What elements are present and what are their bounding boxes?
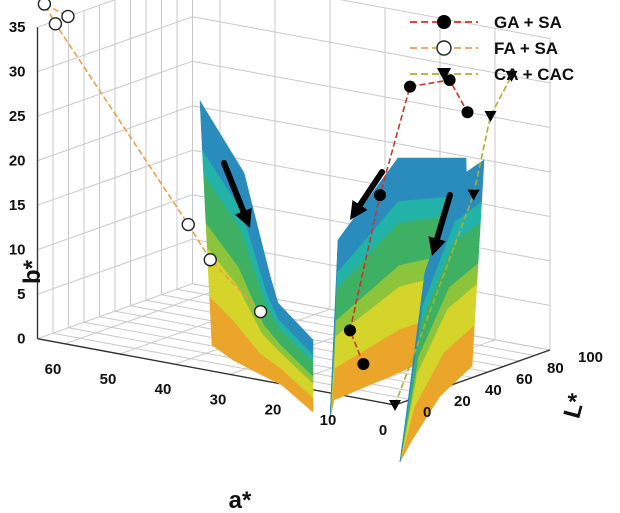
legend-label-2: CA + CAC [494,65,574,84]
L-tick-label: 0 [423,404,431,421]
surface-band-ca-cac [455,159,485,201]
marker-2-0 [389,400,401,411]
legend: GA + SA FA + SA CA + CAC [410,13,574,84]
marker-1-5 [61,9,75,24]
marker-1-4 [37,0,52,11]
direction-arrows [221,160,453,256]
grid-line [37,60,193,117]
arrow-ca-cac-head [428,236,446,256]
L-tick-label: 20 [454,393,471,410]
a-tick-label: 40 [155,381,172,398]
grid-line [37,105,193,162]
b-tick-label: 0 [17,331,25,348]
a-tick-label: 30 [210,391,227,408]
legend-label-1: FA + SA [494,39,558,58]
arrow-ga-sa-shaft [356,169,385,209]
b-tick-label: 10 [9,242,26,259]
marker-1-2 [181,217,195,232]
L-tick-label: 40 [485,382,502,399]
marker-0-3 [404,80,416,93]
surface-bands [199,100,485,463]
grid-line [192,16,551,84]
legend-label-0: GA + SA [494,13,562,32]
marker-0-2 [374,189,386,202]
L-tick-label: 100 [578,349,603,366]
a-tick-label: 10 [320,412,337,429]
b-tick-label: 35 [9,19,26,36]
marker-0-4 [443,73,456,86]
grid-line [37,16,193,73]
marker-0-0 [357,357,370,370]
arrow-fa-sa-head [234,207,252,228]
series-line-2 [394,75,513,406]
a-tick-label: 0 [379,422,387,439]
a-tick-label: 20 [265,402,282,419]
b-tick-label: 15 [9,197,26,214]
grid-line [37,238,193,295]
marker-1-0 [253,304,268,319]
legend-marker-2 [437,68,451,81]
L-axis-title: L* [559,390,591,421]
surface-band-fa-sa [277,302,314,348]
grid-line [192,105,551,173]
surface-band-ga-sa [397,157,467,180]
marker-2-3 [505,70,518,82]
b-tick-label: 20 [9,153,26,170]
grid-line [339,0,551,39]
L-tick-label: 60 [516,371,533,388]
legend-marker-1 [436,40,452,56]
b-tick-label: 5 [17,286,25,303]
b-axis-title: b* [19,259,46,284]
marker-1-1 [203,253,217,267]
b-tick-label: 30 [9,64,26,81]
b-tick-label: 25 [9,108,26,125]
marker-1-3 [48,17,63,31]
L-tick-label: 80 [547,360,564,377]
marker-2-2 [484,110,497,122]
marker-0-5 [461,106,474,119]
marker-0-1 [344,324,356,337]
grid-line [37,149,193,206]
data-markers [37,0,518,411]
arrow-fa-sa-shaft [221,160,247,215]
a-tick-label: 60 [45,361,62,378]
arrow-ga-sa-head [350,200,368,220]
grid-line [37,194,193,251]
arrow-ca-cac-shaft [434,192,453,242]
a-axis-title: a* [229,487,252,513]
series-line-0 [349,79,469,365]
marker-2-1 [467,189,480,201]
legend-marker-0 [437,15,451,29]
a-tick-label: 50 [100,371,117,388]
